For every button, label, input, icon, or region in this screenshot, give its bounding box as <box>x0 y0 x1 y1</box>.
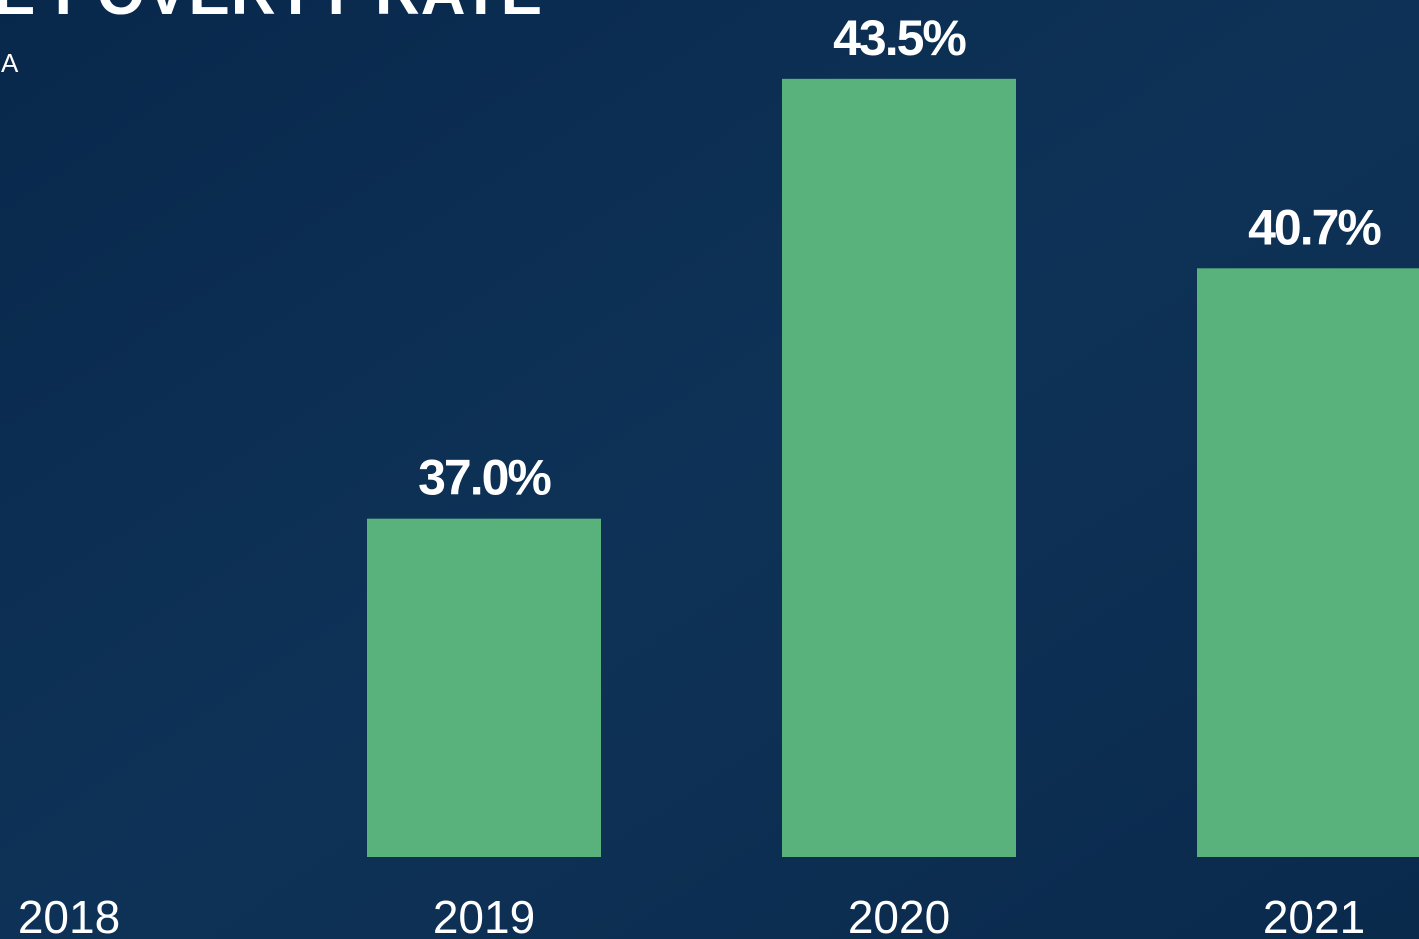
data-label: 37.0% <box>418 450 551 506</box>
x-tick-label: 2019 <box>433 891 535 939</box>
chart-title: E POVERTY RATE <box>0 0 543 28</box>
chart-subtitle: A <box>1 48 19 78</box>
x-tick-label: 2018 <box>18 891 120 939</box>
bar <box>782 78 1016 858</box>
x-tick-label: 2020 <box>848 891 950 939</box>
bar <box>367 518 601 857</box>
data-label: 43.5% <box>833 10 966 66</box>
bar <box>1197 268 1419 857</box>
data-label: 40.7% <box>1248 199 1381 255</box>
x-tick-label: 2021 <box>1263 891 1365 939</box>
